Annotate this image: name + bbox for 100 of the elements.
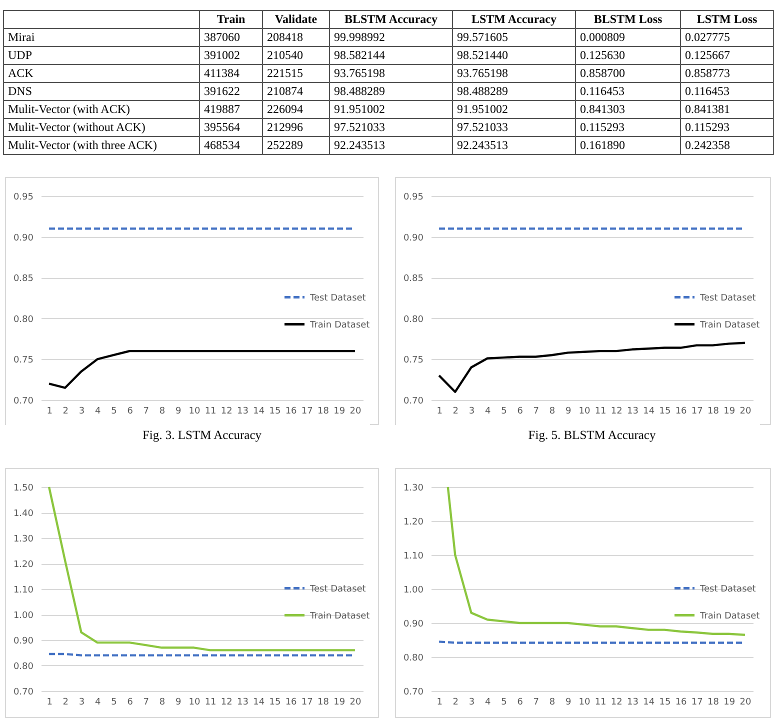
x-tick-label: 9	[565, 698, 572, 708]
x-tick-label: 18	[708, 698, 720, 708]
x-tick-label: 7	[533, 698, 540, 708]
text: 210540	[267, 48, 303, 62]
text: 387060	[204, 30, 240, 44]
y-tick-label: 0.80	[13, 662, 34, 672]
text: 0.027775	[685, 30, 730, 44]
text: 0.858700	[580, 66, 625, 80]
y-tick-label: 1.30	[403, 484, 424, 494]
y-tick-label: 0.90	[403, 620, 424, 630]
text: 97.521033	[457, 120, 508, 134]
y-tick-label: 0.85	[403, 274, 424, 284]
text: 419887	[204, 102, 240, 116]
x-tick-label: 6	[517, 698, 524, 708]
y-tick-label: 0.70	[403, 688, 424, 698]
x-tick-label: 3	[78, 698, 85, 708]
x-tick-label: 5	[501, 406, 507, 416]
x-tick-label: 16	[675, 406, 688, 416]
text: 210874	[267, 84, 303, 98]
x-tick-label: 8	[549, 406, 556, 416]
x-tick-label: 9	[175, 406, 182, 416]
x-tick-label: 2	[452, 698, 459, 708]
x-tick-label: 6	[127, 406, 134, 416]
y-tick-label: 0.85	[13, 274, 34, 284]
x-tick-label: 2	[62, 406, 69, 416]
text: 0.161890	[580, 138, 625, 152]
y-tick-label: 0.75	[403, 356, 424, 366]
x-tick-label: 2	[452, 406, 459, 416]
text: 0.841381	[685, 102, 730, 116]
x-tick-label: 8	[159, 406, 166, 416]
x-tick-label: 19	[334, 698, 346, 708]
x-tick-label: 7	[143, 698, 150, 708]
text: 99.571605	[457, 30, 508, 44]
y-tick-label: 0.95	[403, 192, 424, 202]
category-label: DNS	[8, 84, 32, 98]
x-tick-label: 17	[301, 406, 313, 416]
x-tick-label: 1	[436, 406, 442, 416]
x-tick-label: 8	[159, 698, 166, 708]
x-tick-label: 17	[301, 698, 313, 708]
x-tick-label: 18	[318, 406, 330, 416]
category-label: Mulit-Vector (without ACK)	[8, 120, 146, 134]
y-tick-label: 1.20	[13, 560, 34, 570]
x-tick-label: 11	[204, 406, 216, 416]
x-tick-label: 15	[269, 406, 281, 416]
x-tick-label: 17	[691, 698, 703, 708]
x-tick-label: 20	[740, 698, 752, 708]
x-tick-label: 11	[594, 698, 606, 708]
y-tick-label: 0.90	[13, 636, 34, 646]
x-tick-label: 5	[501, 698, 507, 708]
y-tick-label: 0.70	[403, 396, 424, 406]
text: 0.000809	[580, 30, 625, 44]
x-tick-label: 11	[594, 406, 606, 416]
y-tick-label: 0.70	[13, 396, 34, 406]
legend-label: Train Dataset	[309, 611, 370, 622]
text: 98.521440	[457, 48, 508, 62]
text: 93.765198	[457, 66, 508, 80]
text: 208418	[267, 30, 303, 44]
category-label: LSTM Accuracy	[452, 10, 576, 28]
category-label: Train	[200, 10, 262, 28]
x-tick-label: 9	[565, 406, 572, 416]
text: 391002	[204, 48, 240, 62]
text: 226094	[267, 102, 303, 116]
x-tick-label: 3	[468, 406, 475, 416]
x-tick-label: 6	[127, 698, 134, 708]
x-tick-label: 1	[46, 406, 52, 416]
x-tick-label: 19	[724, 698, 736, 708]
y-tick-label: 0.90	[13, 233, 34, 244]
y-tick-label: 0.75	[13, 356, 34, 366]
y-tick-label: 0.80	[403, 654, 424, 664]
category-label: Mulit-Vector (with ACK)	[8, 102, 130, 116]
text: 0.116453	[580, 84, 625, 98]
text: 0.116453	[685, 84, 730, 98]
x-tick-label: 13	[237, 698, 248, 708]
y-tick-label: 1.00	[13, 611, 34, 621]
line-series	[438, 342, 746, 393]
legend-label: Train Dataset	[699, 320, 760, 330]
text: 0.858773	[685, 66, 730, 80]
x-tick-label: 4	[484, 698, 491, 708]
x-tick-label: 12	[220, 698, 232, 708]
x-tick-label: 12	[610, 406, 622, 416]
y-tick-label: 0.80	[13, 314, 34, 325]
category-label: LSTM Loss	[680, 10, 774, 28]
category-label: BLSTM Loss	[576, 10, 680, 28]
text: 212996	[267, 120, 303, 134]
x-tick-label: 16	[285, 698, 298, 708]
line-series	[48, 350, 356, 389]
legend-label: Test Dataset	[699, 584, 756, 594]
text: 0.841303	[580, 102, 625, 116]
y-tick-label: 1.10	[403, 552, 424, 562]
y-tick-label: 1.30	[13, 534, 34, 544]
x-tick-label: 1	[436, 698, 442, 708]
x-tick-label: 5	[111, 406, 117, 416]
x-tick-label: 9	[175, 698, 182, 708]
text: 91.951002	[457, 102, 508, 116]
text: Fig. 3. LSTM Accuracy	[142, 428, 262, 442]
y-tick-label: 1.40	[13, 509, 34, 519]
x-tick-label: 15	[659, 406, 671, 416]
x-tick-label: 13	[627, 698, 638, 708]
legend-label: Test Dataset	[309, 584, 366, 594]
x-tick-label: 4	[94, 698, 101, 708]
